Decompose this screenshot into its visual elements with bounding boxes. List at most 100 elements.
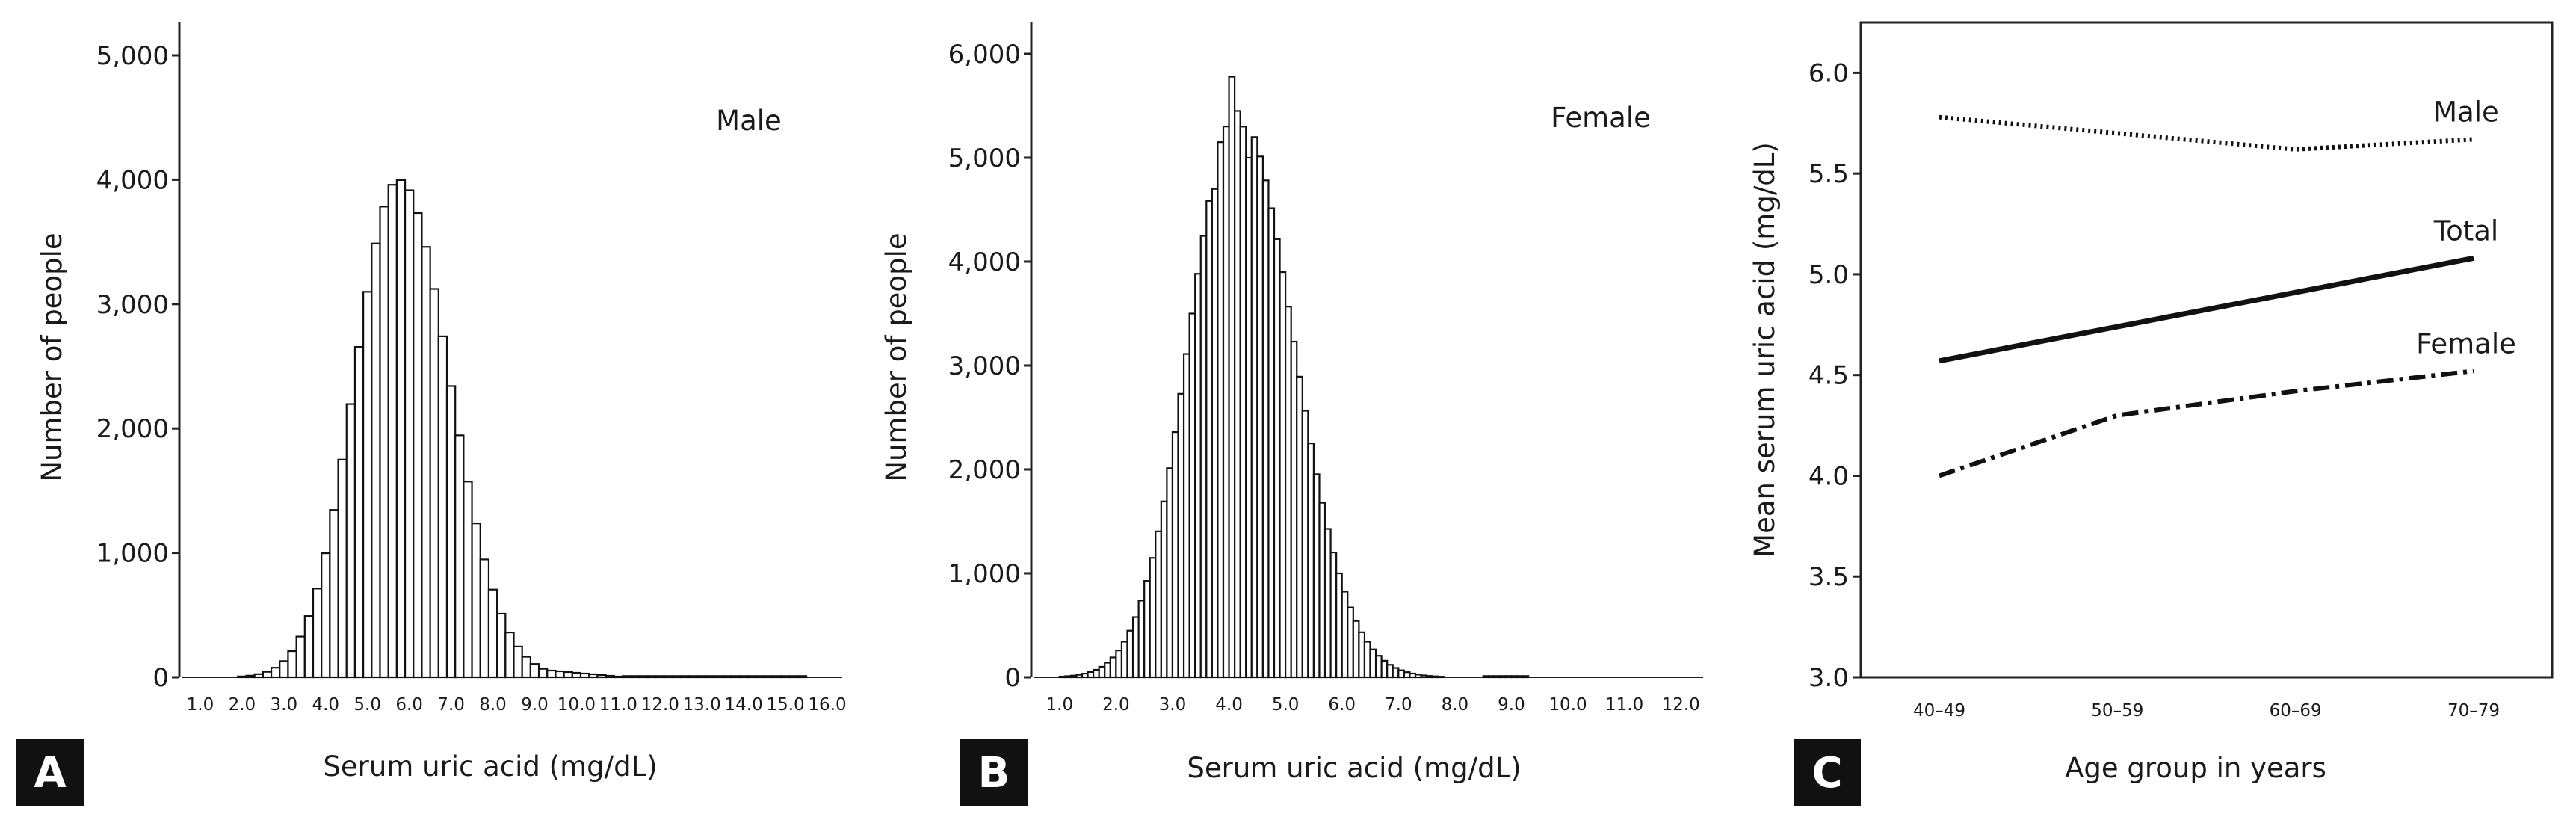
histogram-bar — [1093, 668, 1100, 679]
histogram-bar — [1425, 675, 1433, 679]
histogram-bar — [722, 675, 732, 679]
histogram-bar — [421, 246, 431, 679]
y-tick-label: 0 — [1004, 663, 1021, 693]
histogram-bar — [755, 675, 766, 679]
histogram-bar — [1341, 591, 1349, 679]
panel-b-chart: 0 1,000 2,000 3,000 4,000 5,000 6,000 1.0 2.0 3.… — [880, 22, 1703, 806]
histogram-bar — [680, 675, 691, 679]
panel-a-x-axis-title: Serum uric acid (mg/dL) — [323, 751, 657, 783]
y-tick-label: 5,000 — [96, 41, 169, 71]
histogram-bar — [437, 335, 448, 679]
histogram-bar — [387, 184, 398, 679]
histogram-bar — [362, 291, 373, 679]
histogram-bar — [605, 674, 615, 679]
x-tick-label: 10.0 — [557, 695, 596, 715]
histogram-bar — [1115, 650, 1123, 679]
histogram-bar — [303, 615, 315, 679]
x-tick-label: 50–59 — [2091, 701, 2143, 721]
histogram-bar — [1177, 392, 1185, 679]
histogram-bar — [345, 403, 356, 679]
histogram-bar — [1312, 473, 1321, 679]
x-tick-label: 1.0 — [187, 695, 214, 715]
histogram-bar — [1504, 675, 1513, 679]
histogram-bar — [1205, 200, 1213, 679]
histogram-bar — [1155, 530, 1162, 679]
panel-b-letter: B — [978, 749, 1010, 798]
histogram-bar — [295, 635, 306, 679]
histogram-bar — [353, 345, 365, 679]
histogram-bar — [1109, 656, 1117, 679]
histogram-bar — [487, 588, 498, 679]
histogram-bar — [1273, 238, 1281, 679]
histogram-bar — [797, 675, 808, 679]
histogram-bar — [1188, 312, 1196, 679]
histogram-bar — [1335, 572, 1343, 679]
y-tick-label: 3.5 — [1809, 562, 1849, 592]
series-line-male — [1939, 114, 2474, 152]
x-tick-label: 9.0 — [1498, 695, 1525, 715]
histogram-bar — [1064, 675, 1072, 679]
y-tick-label: 2,000 — [948, 455, 1021, 485]
y-tick-label: 3,000 — [96, 290, 169, 320]
y-tick-label: 3.0 — [1809, 663, 1849, 693]
y-tick-label: 3,000 — [948, 351, 1021, 381]
histogram-bar — [1217, 141, 1225, 679]
y-tick-label: 1,000 — [96, 539, 169, 569]
histogram-bar — [1279, 271, 1287, 679]
histogram-bar — [1352, 620, 1360, 679]
histogram-bar — [463, 481, 473, 679]
histogram-bar — [1392, 667, 1400, 679]
histogram-bar — [1307, 443, 1315, 679]
histogram-bar — [1499, 675, 1507, 679]
panel-b-x-axis-title: Serum uric acid (mg/dL) — [1187, 752, 1521, 784]
histogram-bar — [738, 675, 749, 679]
histogram-bar — [445, 385, 457, 679]
y-tick-label: 5,000 — [948, 144, 1021, 173]
x-tick-label: 4.0 — [312, 695, 339, 715]
histogram-bar — [630, 675, 640, 679]
x-tick-label: 11.0 — [1605, 695, 1643, 715]
histogram-bar — [1347, 606, 1354, 679]
histogram-bar — [1194, 273, 1202, 679]
x-tick-label: 2.0 — [229, 695, 256, 715]
histogram-bar — [1510, 675, 1519, 679]
y-tick-label: 5.5 — [1809, 159, 1849, 189]
y-tick-label: 4,000 — [948, 247, 1021, 277]
x-tick-label: 3.0 — [1159, 695, 1187, 715]
histogram-bar — [788, 675, 799, 679]
histogram-bar — [764, 675, 774, 679]
histogram-bar — [655, 675, 665, 679]
histogram-bar — [1516, 675, 1524, 679]
histogram-bar — [579, 672, 590, 679]
histogram-bar — [772, 675, 782, 679]
histogram-bar — [596, 674, 607, 679]
histogram-bar — [1290, 340, 1298, 679]
panel-a-annotation: Male — [716, 105, 782, 137]
histogram-bar — [521, 656, 531, 679]
histogram-bar — [1149, 557, 1157, 679]
x-tick-label: 9.0 — [521, 695, 549, 715]
histogram-bar — [404, 189, 415, 679]
x-tick-label: 5.0 — [353, 695, 381, 715]
histogram-bar — [1522, 675, 1530, 679]
histogram-bar — [1211, 188, 1219, 679]
histogram-bar — [571, 671, 582, 679]
panel-b-x-ticks: 1.0 2.0 3.0 4.0 5.0 6.0 7.0 8.0 9.0 10.0 11.0 12.0 — [1046, 695, 1700, 715]
panel-c-x-ticks: 40–49 50–59 60–69 70–79 — [1913, 701, 2500, 721]
x-tick-label: 60–69 — [2270, 701, 2322, 721]
series-line-total — [1939, 255, 2474, 364]
histogram-bar — [479, 558, 490, 679]
histogram-bar — [621, 675, 632, 679]
histogram-bar — [555, 670, 565, 679]
histogram-bar — [1261, 179, 1270, 679]
histogram-bar — [1120, 641, 1128, 679]
x-tick-label: 12.0 — [1662, 695, 1700, 715]
histogram-bar — [1403, 671, 1411, 679]
histogram-bar — [1323, 528, 1332, 679]
histogram-bar — [780, 675, 791, 679]
histogram-bar — [513, 645, 523, 679]
panel-a-bars — [182, 179, 842, 679]
x-tick-label: 7.0 — [437, 695, 465, 715]
histogram-bar — [1104, 662, 1111, 679]
